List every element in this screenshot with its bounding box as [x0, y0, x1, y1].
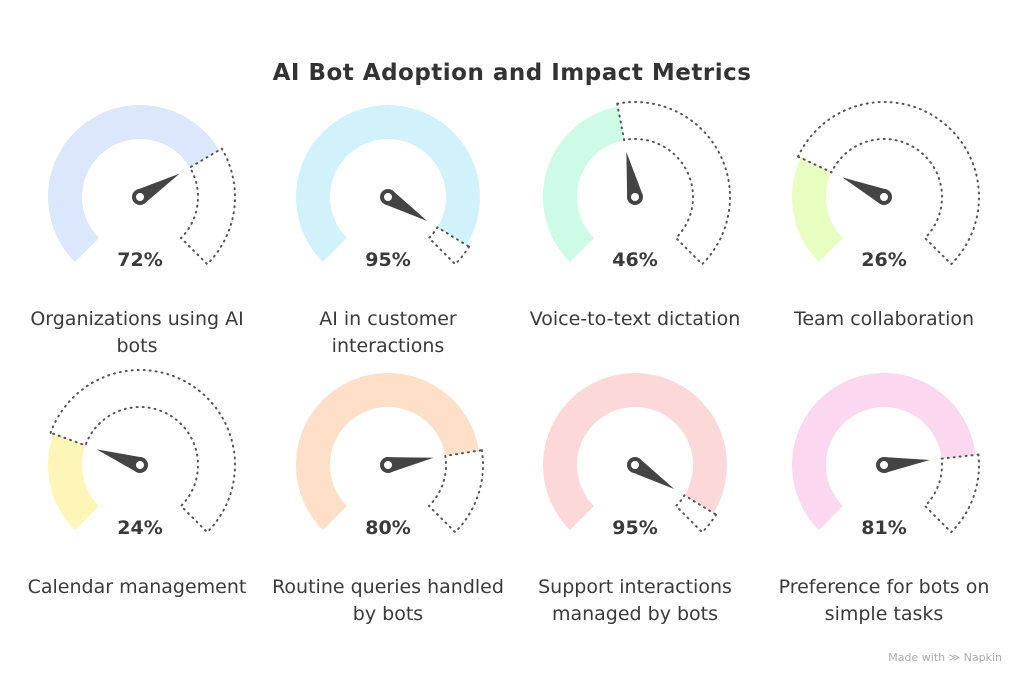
- gauge: [296, 105, 480, 266]
- gauge-fill-arc: [791, 372, 976, 531]
- gauge-label: Team collaboration: [793, 308, 975, 330]
- gauge-label: Organizations using AI bots: [30, 308, 244, 357]
- gauge-needle-hub-center: [880, 461, 888, 469]
- gauge-remaining-arc: [49, 369, 236, 534]
- gauge: [48, 105, 236, 266]
- footer-text: Made with: [888, 651, 946, 664]
- gauge-remaining-arc: [179, 147, 236, 266]
- gauge-needle: [96, 449, 143, 473]
- gauge-fill-arc: [792, 157, 843, 263]
- gauge-label: Preference for bots on simple tasks: [778, 576, 990, 625]
- gauge-value: 26%: [861, 249, 907, 271]
- gauge-label: Voice-to-text dictation: [529, 308, 741, 330]
- gauge-needle-hub-center: [384, 193, 392, 201]
- gauge-value: 24%: [117, 517, 163, 539]
- gauge-remaining-arc: [427, 448, 484, 534]
- gauge-remaining-arc: [616, 101, 731, 266]
- gauge-label: Support interactions managed by bots: [538, 576, 732, 625]
- gauge-needle-hub-center: [384, 461, 392, 469]
- gauge-fill-arc: [48, 105, 220, 263]
- gauge-value: 46%: [612, 249, 658, 271]
- gauge-needle: [626, 151, 643, 199]
- gauge: [542, 101, 731, 266]
- gauge-value: 95%: [612, 517, 658, 539]
- gauge-fill-arc: [296, 373, 479, 531]
- gauge-fill-arc: [542, 106, 625, 263]
- gauge-needle-hub-center: [631, 461, 639, 469]
- gauge-remaining-arc: [923, 453, 980, 534]
- gauge-label: AI in customer interactions: [319, 308, 457, 357]
- footer-brand: Napkin: [963, 651, 1002, 664]
- napkin-logo-icon: ≫: [948, 651, 961, 664]
- gauge: [791, 372, 980, 534]
- gauge-needle: [883, 457, 930, 473]
- page-title: AI Bot Adoption and Impact Metrics: [272, 60, 752, 86]
- gauge-value: 80%: [365, 517, 411, 539]
- gauge-label: Calendar management: [27, 576, 247, 598]
- gauge-fill-arc: [48, 433, 99, 531]
- gauge-value: 81%: [861, 517, 907, 539]
- gauge: [48, 369, 236, 534]
- gauge-remaining-arc: [796, 101, 980, 266]
- gauge-fill-arc: [542, 373, 727, 531]
- gauge-needle-hub-center: [631, 193, 639, 201]
- gauge: [792, 101, 980, 266]
- gauge-remaining-arc: [427, 225, 471, 266]
- gauge-fill-arc: [296, 105, 480, 263]
- gauge-label: Routine queries handled by bots: [272, 576, 504, 625]
- gauge-needle-hub-center: [136, 193, 144, 201]
- gauge-needle: [386, 457, 434, 473]
- gauge-value: 72%: [117, 249, 163, 271]
- gauge: [542, 373, 727, 534]
- gauge-remaining-arc: [674, 493, 718, 534]
- gauge-needle-hub-center: [880, 193, 888, 201]
- gauge: [296, 373, 484, 534]
- footer: Made with ≫ Napkin: [888, 651, 1002, 664]
- gauge-needle-hub-center: [136, 461, 144, 469]
- gauge-value: 95%: [365, 249, 411, 271]
